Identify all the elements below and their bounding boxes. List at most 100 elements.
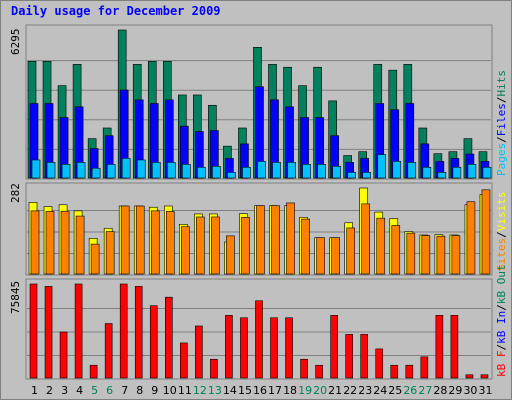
bars-layer bbox=[27, 29, 492, 379]
bar-sites-day-18 bbox=[286, 202, 295, 275]
bar-pages-day-11 bbox=[182, 164, 191, 179]
day-label-14: 14 bbox=[223, 384, 237, 397]
bar-pages-day-18 bbox=[287, 162, 296, 179]
bar-kb-f-day-17 bbox=[270, 317, 278, 379]
bar-pages-day-21 bbox=[332, 166, 341, 179]
bar-sites-day-20 bbox=[316, 237, 325, 275]
day-label-16: 16 bbox=[253, 384, 267, 397]
panel3-ymax-label: 75845 bbox=[9, 280, 22, 314]
day-label-11: 11 bbox=[178, 384, 192, 397]
day-label-6: 6 bbox=[106, 384, 113, 397]
bar-pages-day-3 bbox=[61, 164, 71, 179]
bar-sites-day-26 bbox=[406, 232, 416, 275]
day-label-21: 21 bbox=[328, 384, 342, 397]
bar-pages-day-9 bbox=[151, 162, 161, 179]
bar-pages-day-2 bbox=[46, 162, 56, 179]
bar-kb-f-day-11 bbox=[180, 342, 188, 379]
bar-sites-day-10 bbox=[165, 211, 175, 275]
bar-sites-day-25 bbox=[391, 225, 401, 275]
bar-kb-f-day-16 bbox=[255, 300, 263, 379]
panel3-legend-item-0: kB F bbox=[495, 350, 508, 378]
bar-sites-day-11 bbox=[181, 226, 190, 275]
panel1-legend-item-3: / bbox=[495, 96, 508, 104]
chart-title: Daily usage for December 2009 bbox=[11, 4, 221, 18]
bar-pages-day-12 bbox=[197, 166, 206, 179]
day-label-9: 9 bbox=[151, 384, 158, 397]
bar-kb-f-day-12 bbox=[195, 325, 203, 379]
bar-kb-f-day-30 bbox=[465, 374, 474, 379]
bar-kb-f-day-23 bbox=[360, 334, 369, 379]
day-label-26: 26 bbox=[403, 384, 417, 397]
bar-sites-day-16 bbox=[256, 205, 265, 275]
bar-pages-day-23 bbox=[362, 172, 372, 179]
bar-sites-day-2 bbox=[45, 211, 55, 275]
day-label-3: 3 bbox=[61, 384, 68, 397]
bar-pages-day-25 bbox=[392, 161, 402, 179]
day-label-29: 29 bbox=[448, 384, 462, 397]
panel2-ymax-label: 282 bbox=[9, 183, 22, 203]
day-label-10: 10 bbox=[163, 384, 177, 397]
bar-sites-day-1 bbox=[30, 210, 40, 275]
bar-kb-f-day-31 bbox=[480, 374, 489, 379]
bar-pages-day-29 bbox=[452, 166, 462, 179]
day-label-8: 8 bbox=[136, 384, 143, 397]
bar-kb-f-day-27 bbox=[420, 356, 429, 379]
day-label-23: 23 bbox=[358, 384, 372, 397]
bar-pages-day-16 bbox=[257, 161, 266, 179]
bar-kb-f-day-15 bbox=[240, 317, 248, 379]
bar-kb-f-day-24 bbox=[375, 348, 384, 379]
bar-sites-day-7 bbox=[120, 205, 130, 275]
bar-kb-f-day-25 bbox=[390, 364, 399, 379]
bar-kb-f-day-5 bbox=[89, 364, 98, 379]
day-label-19: 19 bbox=[298, 384, 312, 397]
bar-pages-day-10 bbox=[166, 162, 176, 179]
bar-sites-day-6 bbox=[105, 231, 115, 275]
bar-sites-day-8 bbox=[135, 205, 145, 275]
bar-sites-day-30 bbox=[466, 201, 476, 275]
bar-pages-day-1 bbox=[31, 159, 41, 179]
panel1-legend-item-1: / bbox=[495, 136, 508, 143]
bar-pages-day-26 bbox=[407, 162, 417, 179]
bar-sites-day-15 bbox=[241, 216, 250, 275]
day-label-5: 5 bbox=[91, 384, 98, 397]
bar-kb-f-day-29 bbox=[450, 315, 459, 379]
bar-kb-f-day-28 bbox=[435, 315, 444, 379]
bar-kb-f-day-7 bbox=[119, 283, 128, 379]
day-label-31: 31 bbox=[478, 384, 492, 397]
bar-sites-day-23 bbox=[361, 203, 371, 275]
panel1-ymax-label: 6295 bbox=[9, 28, 22, 56]
bar-pages-day-7 bbox=[121, 158, 131, 179]
bar-pages-day-19 bbox=[302, 164, 311, 179]
panel3-legend-item-1: / bbox=[495, 343, 508, 351]
panel3-legend-item-3: / bbox=[495, 304, 508, 311]
bar-kb-f-day-4 bbox=[74, 283, 83, 379]
bar-kb-f-day-13 bbox=[210, 358, 218, 379]
day-label-7: 7 bbox=[121, 384, 128, 397]
bar-kb-f-day-8 bbox=[134, 286, 143, 379]
bar-pages-day-8 bbox=[136, 159, 146, 179]
panel1-legend-item-0: Pages bbox=[495, 142, 508, 176]
bar-sites-day-5 bbox=[90, 243, 100, 275]
bar-sites-day-24 bbox=[376, 217, 386, 275]
bar-pages-day-17 bbox=[272, 162, 281, 179]
bar-kb-f-day-1 bbox=[29, 283, 38, 379]
bar-pages-day-28 bbox=[437, 172, 447, 179]
bar-sites-day-17 bbox=[271, 205, 280, 275]
bar-pages-day-27 bbox=[422, 166, 432, 179]
bar-pages-day-13 bbox=[212, 166, 221, 179]
bar-kb-f-day-14 bbox=[225, 315, 233, 379]
day-label-4: 4 bbox=[76, 384, 83, 397]
day-label-2: 2 bbox=[46, 384, 53, 397]
bar-pages-day-15 bbox=[242, 166, 251, 179]
bar-kb-f-day-6 bbox=[104, 323, 113, 379]
panel3-legend-item-4: kB Out bbox=[495, 264, 508, 305]
bar-sites-day-13 bbox=[211, 216, 220, 275]
bar-pages-day-30 bbox=[467, 164, 477, 179]
day-label-15: 15 bbox=[238, 384, 252, 397]
bar-pages-day-20 bbox=[317, 164, 326, 179]
bar-kb-f-day-2 bbox=[44, 286, 53, 379]
bar-sites-day-29 bbox=[451, 235, 461, 275]
day-label-12: 12 bbox=[193, 384, 207, 397]
